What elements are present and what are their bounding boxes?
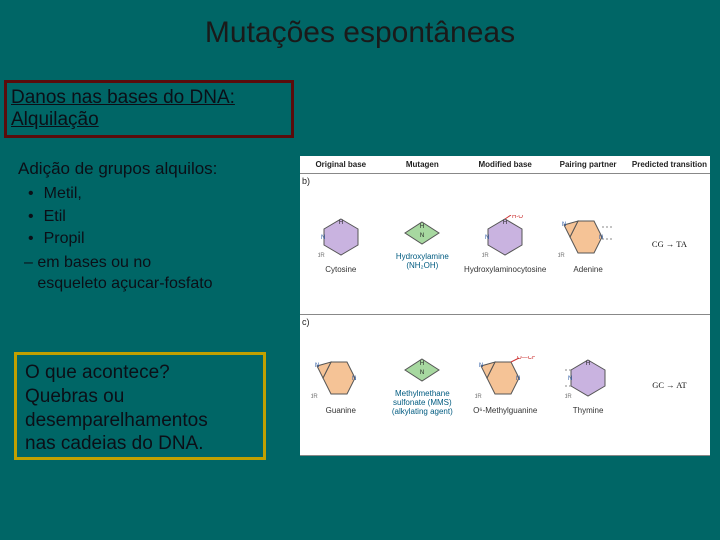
transition-text: GC → AT: [652, 380, 686, 390]
molecule-icon: N N dR: [558, 215, 618, 259]
molecule-icon: N H dR: [565, 356, 611, 400]
svg-text:dR: dR: [565, 394, 572, 400]
svg-text:N: N: [352, 376, 356, 382]
list-footer: – em bases ou no esqueleto açucar-fosfat…: [18, 252, 288, 295]
svg-text:H: H: [586, 361, 590, 367]
molecule-label: Adenine: [548, 265, 628, 274]
svg-text:N: N: [599, 235, 603, 241]
col-header: Predicted transition: [629, 156, 710, 174]
col-header: Mutagen: [382, 156, 463, 174]
col-header: Pairing partner: [547, 156, 629, 174]
subtitle-box: Danos nas bases do DNA: Alquilação: [4, 80, 294, 138]
svg-text:H: H: [503, 220, 507, 226]
svg-text:H: H: [420, 361, 424, 367]
molecule-icon: N N dR: [311, 356, 371, 400]
col-header: Original base: [300, 156, 382, 174]
svg-text:dR: dR: [318, 253, 325, 259]
svg-text:dR: dR: [558, 253, 565, 259]
mutagen-label: Methylmethane sulfonate (MMS) (alkylatin…: [383, 389, 462, 416]
svg-text:N: N: [562, 222, 566, 228]
svg-text:H-O: H-O: [512, 215, 523, 220]
svg-text:dR: dR: [311, 394, 318, 400]
svg-text:N: N: [420, 370, 424, 376]
molecule-label: Guanine: [301, 406, 381, 415]
svg-text:O—CH₃: O—CH₃: [517, 356, 535, 361]
molecule-label: O⁶-Methylguanine: [464, 406, 546, 415]
transition-text: CG → TA: [652, 239, 687, 249]
svg-text:H: H: [420, 224, 424, 230]
list-item: Propil: [22, 228, 288, 250]
list-item: Etil: [22, 206, 288, 228]
table-row: b) N H dR Cytosine H N Hydroxylamine (NH…: [300, 174, 710, 315]
col-header: Modified base: [463, 156, 547, 174]
svg-text:N: N: [420, 233, 424, 239]
svg-text:N: N: [315, 363, 319, 369]
svg-text:dR: dR: [482, 253, 489, 259]
conclusion-box: O que acontece? Quebras ou desemparelham…: [14, 352, 266, 460]
bullet-list: Metil, Etil Propil: [18, 183, 288, 250]
figure-body: b) N H dR Cytosine H N Hydroxylamine (NH…: [300, 174, 710, 456]
conclusion-text: O que acontece? Quebras ou desemparelham…: [25, 361, 255, 456]
svg-text:H: H: [339, 220, 343, 226]
molecule-label: Hydroxylaminocytosine: [464, 265, 546, 274]
molecule-label: Cytosine: [301, 265, 381, 274]
svg-text:N: N: [321, 235, 325, 241]
subtitle-line1: Danos nas bases do DNA:: [11, 87, 291, 109]
mutagen-label: Hydroxylamine (NH₂OH): [383, 252, 462, 270]
svg-text:N: N: [568, 376, 572, 382]
list-heading: Adição de grupos alquilos:: [18, 158, 288, 181]
molecule-icon: H N: [397, 218, 447, 248]
svg-text:N: N: [516, 376, 520, 382]
table-row: c) N N dR Guanine H N Methylmethane sulf…: [300, 315, 710, 456]
molecule-label: Thymine: [548, 406, 628, 415]
page-title: Mutações espontâneas: [0, 0, 720, 50]
row-label: b): [302, 176, 310, 186]
molecule-icon: N H dR: [318, 215, 364, 259]
chemistry-figure: Original base Mutagen Modified base Pair…: [300, 156, 710, 456]
bullet-list-box: Adição de grupos alquilos: Metil, Etil P…: [18, 158, 288, 295]
svg-text:N: N: [485, 235, 489, 241]
svg-text:N: N: [479, 363, 483, 369]
row-label: c): [302, 317, 310, 327]
list-item: Metil,: [22, 183, 288, 205]
figure-table: Original base Mutagen Modified base Pair…: [300, 156, 710, 456]
molecule-icon: N H H-O dR: [482, 215, 528, 259]
molecule-icon: H N: [397, 355, 447, 385]
subtitle-line2: Alquilação: [11, 109, 291, 131]
svg-text:dR: dR: [475, 394, 482, 400]
molecule-icon: N N O—CH₃ dR: [475, 356, 535, 400]
